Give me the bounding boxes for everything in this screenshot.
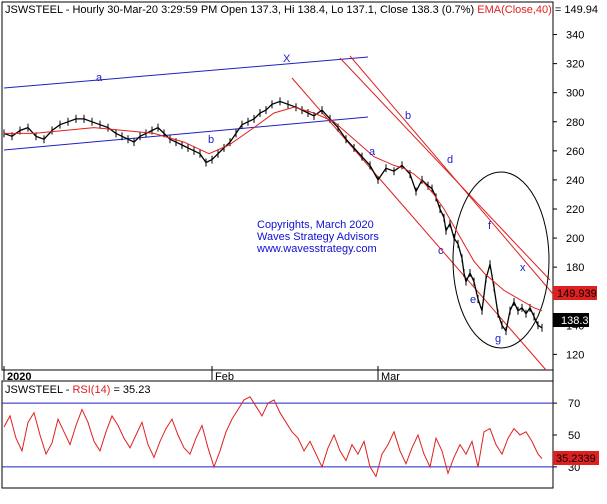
price-tick-label: 320 (566, 59, 584, 71)
price-tick-label: 200 (566, 233, 584, 245)
middle-red-channel-line (349, 55, 554, 295)
x-axis: 2020 Feb Mar (3, 366, 400, 383)
close-value-badge-text: 138.3 (561, 315, 589, 327)
price-panel-frame (1, 1, 554, 371)
wave-label-x-1: X (283, 53, 291, 65)
price-header-symbol: JSWSTEEL (5, 4, 63, 16)
price-header-ema-value: = 149.94 (555, 4, 598, 16)
rsi-panel-frame (1, 380, 554, 489)
rsi-value-badge-text: 35.2339 (556, 453, 596, 465)
wave-label-e: e (470, 294, 476, 306)
price-series-line (3, 100, 543, 333)
copyright-line-1: Copyrights, March 2020 (257, 219, 374, 231)
upper-red-channel-line (339, 57, 551, 281)
price-header-ema-label: EMA(Close,40) (477, 4, 552, 16)
ema-series-line (4, 106, 543, 312)
rsi-tick-label: 50 (568, 430, 580, 442)
price-tick-label: 260 (566, 146, 584, 158)
wave-label-f: f (488, 220, 492, 232)
lower-blue-channel-line (3, 116, 369, 151)
price-header-info: - Hourly 30-Mar-20 3:29:59 PM Open 137.3… (66, 4, 474, 16)
ema-value-badge (553, 286, 597, 300)
x-tick-label: Mar (381, 371, 400, 383)
rsi-tick-label: 70 (568, 398, 580, 410)
upper-blue-channel-line (3, 56, 369, 89)
wave-label-a-2: a (369, 146, 376, 158)
wave-label-b-1: b (208, 134, 214, 146)
price-tick-label: 180 (566, 262, 584, 274)
trend-channels (3, 55, 554, 371)
price-tick-label: 240 (566, 175, 584, 187)
x-tick-label: 2020 (7, 371, 31, 383)
highlight-ellipse (452, 171, 550, 349)
wave-label-a-1: a (96, 72, 103, 84)
lower-red-channel-line (291, 77, 547, 371)
close-value-badge (553, 313, 589, 327)
rsi-header-label: RSI(14) (72, 384, 110, 396)
copyright-line-3: www.wavesstrategy.com (256, 243, 377, 255)
rsi-header-dash: - (66, 384, 70, 396)
rsi-value-badge (553, 451, 599, 465)
wave-label-c: c (438, 245, 444, 257)
wave-label-x-2: x (520, 262, 526, 274)
price-y-axis: 120140160180200220240260280300320340 (553, 30, 584, 361)
rsi-series-line (3, 396, 543, 478)
price-tick-label: 120 (566, 349, 584, 361)
price-header: JSWSTEEL - Hourly 30-Mar-20 3:29:59 PM O… (5, 4, 598, 16)
price-tick-label: 300 (566, 88, 584, 100)
wave-label-g: g (495, 333, 501, 345)
rsi-header-symbol: JSWSTEEL (5, 384, 63, 396)
price-tick-label: 220 (566, 204, 584, 216)
ema-value-badge-text: 149.939 (557, 288, 597, 300)
copyright-line-2: Waves Strategy Advisors (257, 231, 379, 243)
rsi-header: JSWSTEEL - RSI(14) = 35.23 (5, 384, 150, 396)
wave-labels: a b X a b c d e f g x (96, 53, 526, 345)
wave-label-b-2: b (405, 110, 411, 122)
x-tick-label: Feb (215, 371, 234, 383)
price-tick-label: 340 (566, 30, 584, 42)
price-tick-label: 280 (566, 117, 584, 129)
rsi-header-value: = 35.23 (113, 384, 150, 396)
copyright-block: Copyrights, March 2020 Waves Strategy Ad… (256, 219, 379, 255)
wave-label-d: d (447, 154, 453, 166)
